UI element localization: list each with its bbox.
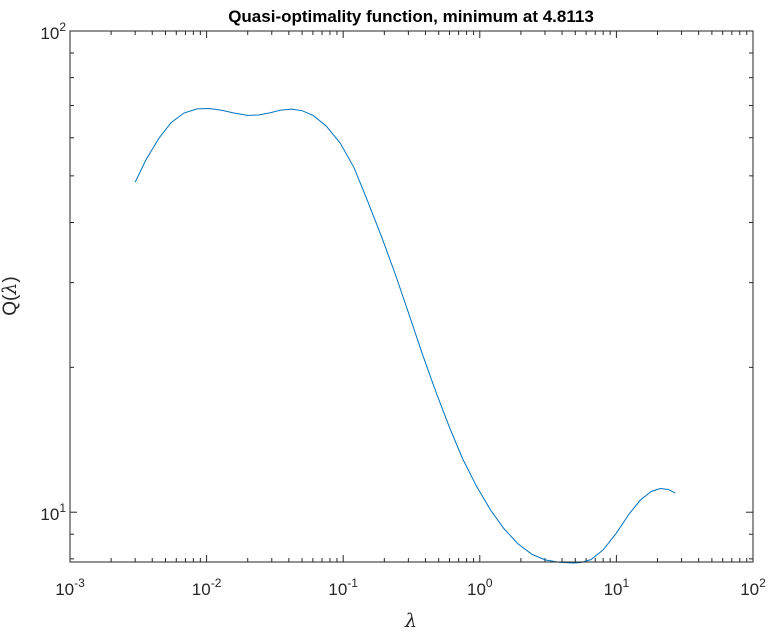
y-tick-labels: 101 102 xyxy=(40,20,66,524)
plot-area xyxy=(70,31,753,562)
x-tick-label: 102 xyxy=(740,576,766,599)
x-tick-label: 10-1 xyxy=(328,576,358,599)
y-axis-label: Q(λ) xyxy=(0,276,21,315)
series-line xyxy=(134,108,676,564)
y-tick-label: 101 xyxy=(40,501,66,524)
x-tick-label: 100 xyxy=(467,576,493,599)
chart-title: Quasi-optimality function, minimum at 4.… xyxy=(228,7,594,26)
y-axis-label-var: λ xyxy=(0,283,21,296)
x-axis-label: λ xyxy=(404,610,417,632)
x-tick-label: 101 xyxy=(604,576,630,599)
y-axis-label-suffix: ) xyxy=(0,276,21,282)
axes-box xyxy=(69,30,754,563)
y-tick-label: 102 xyxy=(40,20,66,43)
x-tick-label: 10-2 xyxy=(192,576,222,599)
y-axis-label-prefix: Q( xyxy=(0,294,21,316)
x-tick-labels: 10-3 10-2 10-1 100 101 102 xyxy=(55,576,766,599)
x-tick-label: 10-3 xyxy=(55,576,85,599)
